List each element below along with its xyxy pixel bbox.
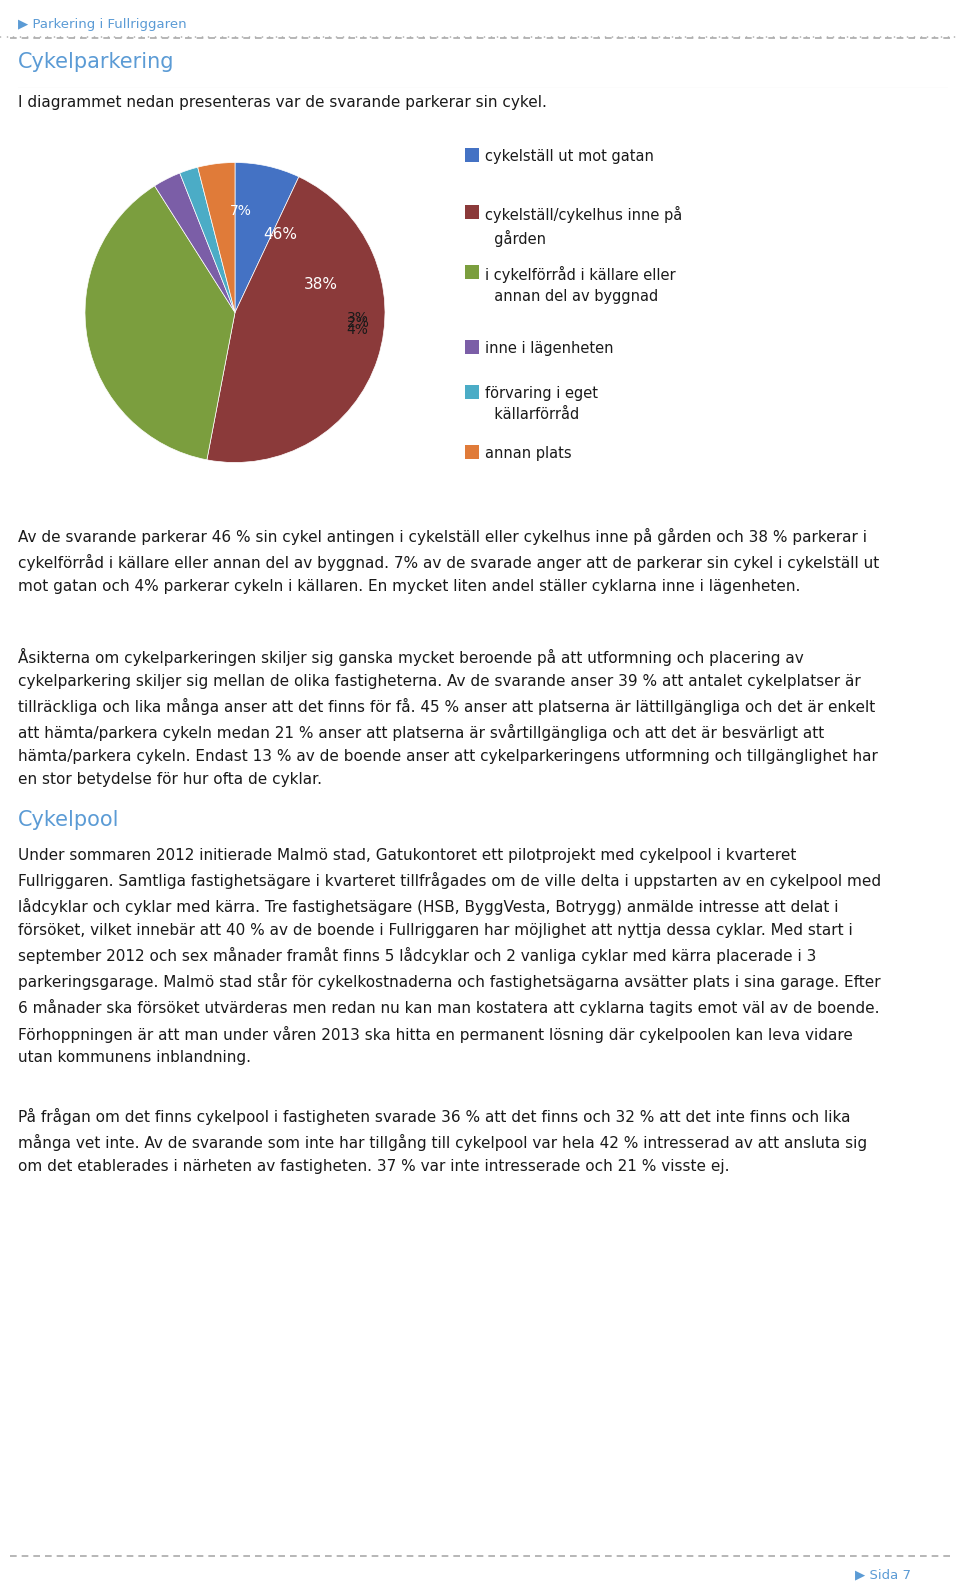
Text: I diagrammet nedan presenteras var de svarande parkerar sin cykel.: I diagrammet nedan presenteras var de sv… — [18, 96, 547, 110]
Text: annan plats: annan plats — [485, 445, 571, 461]
Text: förvaring i eget
  källarförråd: förvaring i eget källarförråd — [485, 386, 598, 421]
Text: ▶ Parkering i Fullriggaren: ▶ Parkering i Fullriggaren — [18, 18, 186, 30]
Text: Cykelpool: Cykelpool — [18, 811, 119, 830]
Text: 3%: 3% — [347, 311, 369, 326]
Text: 38%: 38% — [303, 278, 338, 292]
Text: i cykelförråd i källare eller
  annan del av byggnad: i cykelförråd i källare eller annan del … — [485, 267, 676, 303]
Wedge shape — [85, 185, 235, 460]
Wedge shape — [180, 168, 235, 313]
Text: 2%: 2% — [347, 316, 369, 330]
Text: Åsikterna om cykelparkeringen skiljer sig ganska mycket beroende på att utformni: Åsikterna om cykelparkeringen skiljer si… — [18, 648, 877, 787]
Text: ▶ Sida 7: ▶ Sida 7 — [855, 1567, 911, 1582]
Text: 7%: 7% — [230, 204, 252, 217]
Text: Av de svarande parkerar 46 % sin cykel antingen i cykelställ eller cykelhus inne: Av de svarande parkerar 46 % sin cykel a… — [18, 528, 879, 594]
Wedge shape — [155, 172, 235, 313]
Text: På frågan om det finns cykelpool i fastigheten svarade 36 % att det finns och 32: På frågan om det finns cykelpool i fasti… — [18, 1108, 867, 1175]
Text: cykelställ/cykelhus inne på
  gården: cykelställ/cykelhus inne på gården — [485, 206, 683, 247]
Wedge shape — [235, 163, 299, 313]
Text: Under sommaren 2012 initierade Malmö stad, Gatukontoret ett pilotprojekt med cyk: Under sommaren 2012 initierade Malmö sta… — [18, 847, 881, 1066]
Text: cykelställ ut mot gatan: cykelställ ut mot gatan — [485, 148, 654, 164]
Text: 4%: 4% — [346, 322, 368, 337]
Wedge shape — [198, 163, 235, 313]
Text: inne i lägenheten: inne i lägenheten — [485, 342, 613, 356]
Wedge shape — [207, 177, 385, 463]
Text: 46%: 46% — [263, 227, 297, 243]
Text: Cykelparkering: Cykelparkering — [18, 53, 175, 72]
